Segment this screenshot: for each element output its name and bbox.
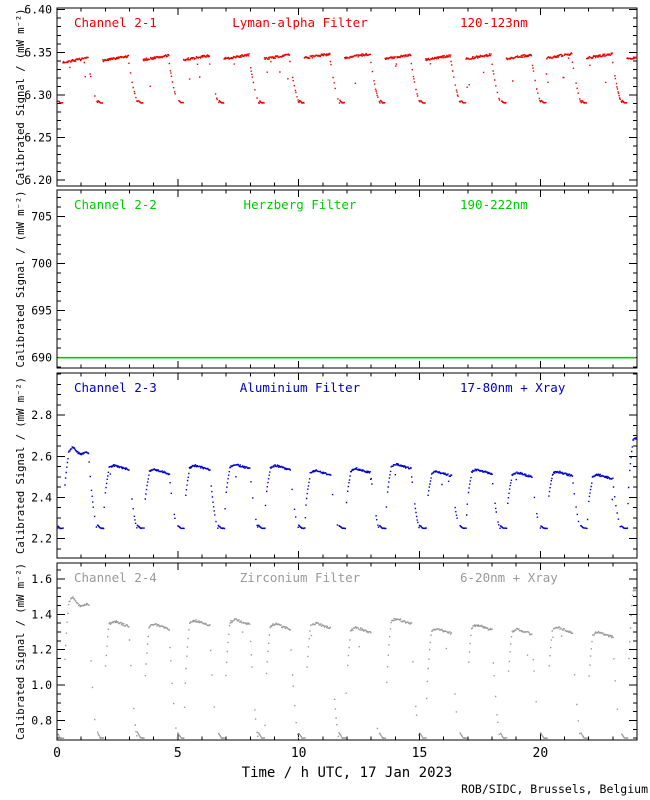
y-tick-label: 6.25 <box>24 130 52 144</box>
x-tick-label: 0 <box>53 746 61 761</box>
y-tick-label: 1.0 <box>31 678 52 692</box>
panel-filter-label: Aluminium Filter <box>240 380 361 395</box>
panel-band-label: 120-123nm <box>460 15 528 30</box>
y-tick-label: 1.2 <box>31 643 52 657</box>
tick-marks <box>56 373 638 558</box>
panel-channel-label: Channel 2-1 <box>74 15 157 30</box>
x-tick-label: 15 <box>412 746 428 761</box>
y-tick-label: 690 <box>31 351 52 365</box>
panel-frame <box>56 372 638 559</box>
y-tick-label: 700 <box>31 256 52 270</box>
y-tick-label: 2.2 <box>31 531 52 545</box>
credit-text: ROB/SIDC, Brussels, Belgium <box>461 782 648 796</box>
panel-channel-label: Channel 2-2 <box>74 197 157 212</box>
y-tick-label: 2.6 <box>31 449 52 463</box>
tick-marks <box>56 190 638 368</box>
x-axis-title: Time / h UTC, 17 Jan 2023 <box>242 765 453 781</box>
y-tick-label: 2.4 <box>31 490 52 504</box>
y-axis-title: Calibrated Signal / (mW m⁻²) <box>15 377 27 554</box>
tick-marks <box>56 8 638 186</box>
panel-band-label: 17-80nm + Xray <box>460 380 566 395</box>
tick-marks <box>56 563 638 740</box>
panel-channel-label: Channel 2-4 <box>74 570 157 585</box>
panel-filter-label: Zirconium Filter <box>240 570 361 585</box>
panel-frame <box>56 7 638 187</box>
panel-band-label: 6-20nm + Xray <box>460 570 558 585</box>
x-tick-label: 20 <box>533 746 549 761</box>
y-tick-label: 0.8 <box>31 714 52 728</box>
y-tick-label: 695 <box>31 304 52 318</box>
y-tick-label: 1.6 <box>31 572 52 586</box>
panel-frame <box>56 189 638 369</box>
y-axis-title: Calibrated Signal / (mW m⁻²) <box>15 8 27 185</box>
y-tick-label: 6.20 <box>24 173 52 187</box>
y-tick-label: 6.40 <box>24 3 52 17</box>
panel-band-label: 190-222nm <box>460 197 528 212</box>
y-tick-label: 705 <box>31 209 52 223</box>
panel-filter-label: Lyman-alpha Filter <box>232 15 368 30</box>
series-points <box>57 589 637 739</box>
panel-filter-label: Herzberg Filter <box>244 197 357 212</box>
panel-frame <box>56 562 638 741</box>
x-tick-label: 5 <box>174 746 182 761</box>
y-tick-label: 6.35 <box>24 45 52 59</box>
y-tick-label: 1.4 <box>31 607 52 621</box>
x-tick-label: 10 <box>291 746 307 761</box>
panel-channel-label: Channel 2-3 <box>74 380 157 395</box>
y-tick-label: 6.30 <box>24 88 52 102</box>
y-axis-title: Calibrated Signal / (mW m⁻²) <box>15 563 27 740</box>
series-points <box>57 437 638 530</box>
series-points <box>57 52 638 104</box>
y-axis-title: Calibrated Signal / (mW m⁻²) <box>15 190 27 367</box>
y-tick-label: 2.8 <box>31 408 52 422</box>
